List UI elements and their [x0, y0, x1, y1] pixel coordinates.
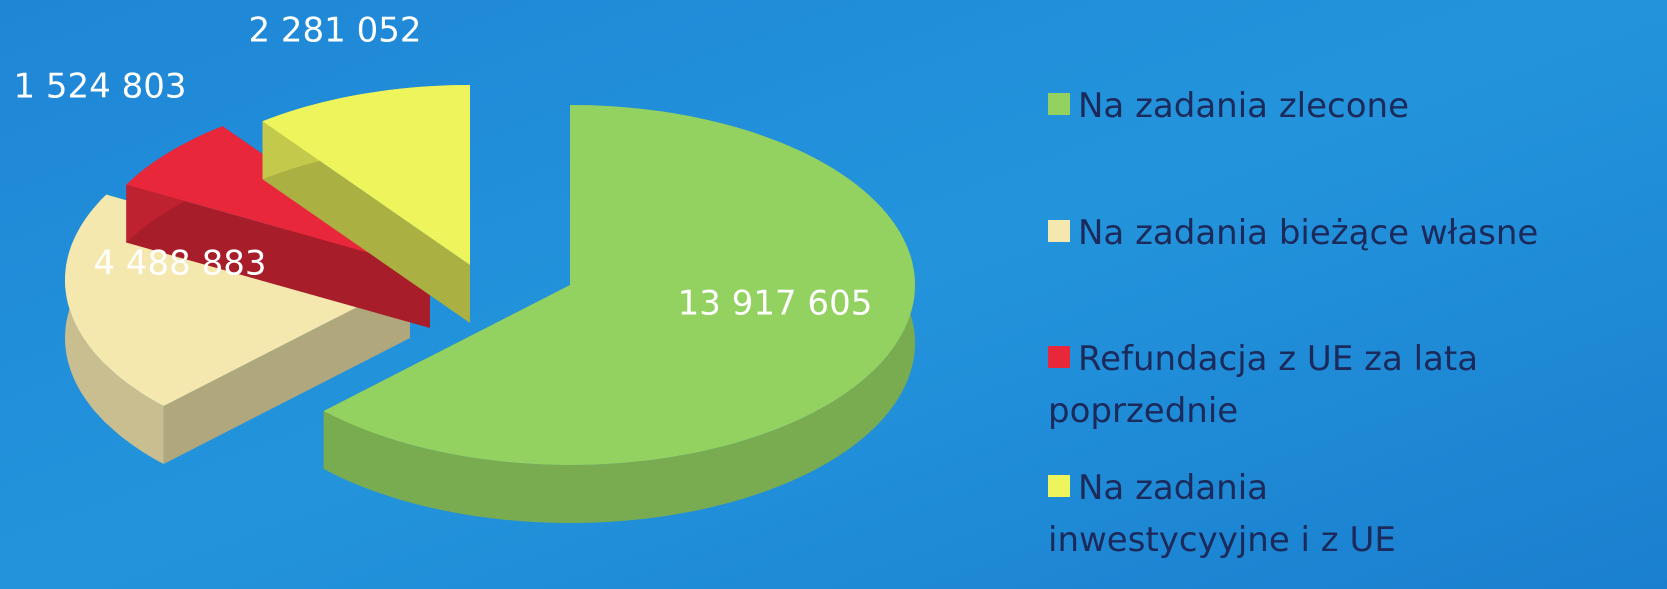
- slice-side: [262, 121, 470, 323]
- legend-swatch: [1048, 475, 1070, 497]
- legend-swatch: [1048, 346, 1070, 368]
- slice-side: [126, 184, 431, 328]
- data-label: 13 917 605: [678, 284, 873, 324]
- data-label: 4 488 883: [93, 244, 266, 284]
- legend-swatch: [1048, 220, 1070, 242]
- legend-label: Na zadania bieżące własne: [1078, 213, 1539, 253]
- slice: [323, 105, 915, 465]
- slice: [262, 85, 470, 265]
- legend-item: Refundacja z UE za lata poprzednie: [1048, 333, 1518, 437]
- legend-item: Na zadania zlecone: [1048, 80, 1648, 132]
- legend-swatch: [1048, 93, 1070, 115]
- legend-item: Na zadania bieżące własne: [1048, 207, 1648, 259]
- legend-item: Na zadania inwestycyyjne i z UE: [1048, 462, 1518, 566]
- legend-label: Na zadania inwestycyyjne i z UE: [1048, 468, 1396, 560]
- slice-side: [163, 280, 410, 464]
- data-label: 1 524 803: [13, 67, 186, 107]
- data-label: 2 281 052: [248, 11, 421, 51]
- legend-label: Refundacja z UE za lata poprzednie: [1048, 339, 1479, 431]
- slice-side: [323, 105, 915, 523]
- legend-label: Na zadania zlecone: [1078, 86, 1409, 126]
